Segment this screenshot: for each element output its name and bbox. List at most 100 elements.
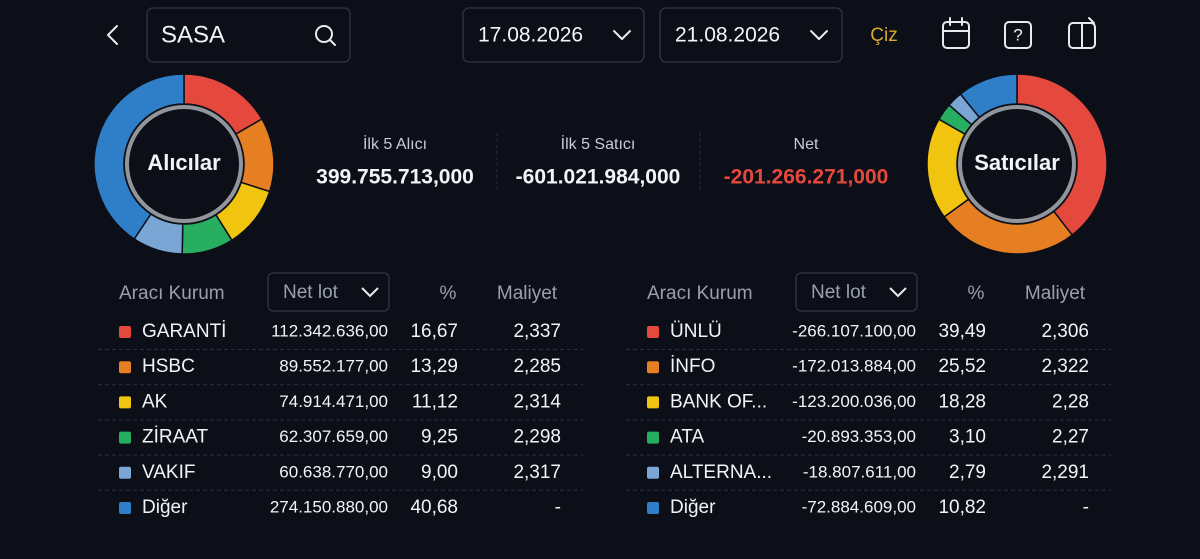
- cost: 2,306: [1041, 321, 1089, 342]
- legend-swatch: [119, 361, 131, 374]
- broker-name: BANK OF...: [670, 391, 767, 412]
- broker-name: ZİRAAT: [142, 427, 209, 448]
- layout-icon[interactable]: [1068, 17, 1096, 49]
- chevron: [889, 287, 907, 298]
- end-date: 21.08.2026: [675, 24, 780, 47]
- broker-name: AK: [142, 391, 168, 412]
- cost: 2,27: [1052, 427, 1089, 448]
- donut-segment: [93, 73, 185, 241]
- donut-segment: [1016, 73, 1108, 237]
- column-header: %: [968, 283, 985, 304]
- column-header: %: [440, 283, 457, 304]
- percent: 3,10: [949, 427, 986, 448]
- cost: 2,28: [1052, 391, 1089, 412]
- draw-button[interactable]: Çiz: [870, 25, 897, 46]
- donut-segment: [959, 73, 1018, 119]
- column-header: Net lot: [283, 282, 339, 303]
- net-lot: 60.638.770,00: [279, 462, 388, 481]
- percent: 18,28: [938, 391, 986, 412]
- column-header: Aracı Kurum: [647, 283, 753, 304]
- search-text: SASA: [161, 21, 225, 48]
- percent: 13,29: [410, 356, 458, 377]
- net-lot: 112.342.636,00: [271, 321, 388, 340]
- start-date: 17.08.2026: [478, 24, 583, 47]
- legend-swatch: [119, 502, 131, 514]
- donut-center: [958, 105, 1076, 223]
- search-icon[interactable]: [315, 25, 336, 46]
- net-lot: -266.107.100,00: [792, 321, 916, 340]
- summary-label: İlk 5 Alıcı: [363, 134, 427, 153]
- percent: 16,67: [410, 321, 458, 342]
- net-lot-dropdown[interactable]: [795, 272, 918, 312]
- net-lot: 274.150.880,00: [270, 497, 388, 516]
- broker-name: VAKIF: [142, 462, 196, 483]
- column-header: Maliyet: [1025, 283, 1086, 304]
- broker-name: Diğer: [670, 497, 716, 518]
- summary-label: İlk 5 Satıcı: [561, 134, 636, 153]
- percent: 10,82: [938, 497, 986, 518]
- column-header: Net lot: [811, 282, 867, 303]
- net-lot: 89.552.177,00: [279, 357, 388, 376]
- help-icon[interactable]: ?: [1004, 21, 1032, 49]
- broker-name: ATA: [670, 427, 704, 448]
- net-lot: -72.884.609,00: [802, 497, 916, 516]
- net-lot: -123.200.036,00: [792, 392, 916, 411]
- cost: 2,285: [513, 356, 561, 377]
- percent: 40,68: [410, 497, 458, 518]
- percent: 39,49: [938, 321, 986, 342]
- chevron: [613, 30, 631, 40]
- percent: 2,79: [949, 462, 986, 483]
- broker-name: HSBC: [142, 356, 195, 377]
- start-date-box[interactable]: [462, 7, 645, 63]
- percent: 9,25: [421, 427, 458, 448]
- net-lot: 62.307.659,00: [279, 427, 388, 446]
- end-date-box[interactable]: [659, 7, 843, 63]
- legend-swatch: [647, 326, 659, 338]
- cost: 2,298: [513, 427, 561, 448]
- donut-center: [125, 105, 243, 223]
- legend-swatch: [647, 396, 659, 409]
- chevron: [361, 287, 379, 298]
- cost: -: [555, 497, 561, 518]
- net-lot-dropdown[interactable]: [267, 272, 390, 312]
- net-lot: 74.914.471,00: [279, 392, 388, 411]
- donut-title: Alıcılar: [147, 150, 221, 175]
- column-header: Aracı Kurum: [119, 283, 225, 304]
- broker-name: Diğer: [142, 497, 188, 518]
- summary-value: -201.266.271,000: [724, 166, 889, 189]
- summary-value: 399.755.713,000: [316, 166, 474, 189]
- net-lot: -172.013.884,00: [792, 357, 916, 376]
- legend-swatch: [647, 466, 659, 479]
- percent: 25,52: [938, 356, 986, 377]
- legend-swatch: [119, 466, 131, 479]
- search-box[interactable]: [146, 7, 351, 63]
- legend-swatch: [119, 326, 131, 338]
- broker-name: ÜNLÜ: [670, 321, 722, 342]
- percent: 11,12: [412, 391, 458, 412]
- summary-value: -601.021.984,000: [516, 166, 681, 189]
- legend-swatch: [647, 502, 659, 514]
- broker-name: İNFO: [670, 356, 715, 377]
- net-lot: -20.893.353,00: [802, 427, 916, 446]
- net-lot: -18.807.611,00: [803, 462, 916, 481]
- broker-name: ALTERNA...: [670, 462, 772, 483]
- column-header: Maliyet: [497, 283, 558, 304]
- calendar-icon[interactable]: [942, 17, 970, 49]
- cost: -: [1083, 497, 1089, 518]
- svg-text:?: ?: [1013, 25, 1022, 44]
- cost: 2,317: [513, 462, 561, 483]
- donut-title: Satıcılar: [974, 150, 1060, 175]
- legend-swatch: [647, 431, 659, 444]
- percent: 9,00: [421, 462, 458, 483]
- legend-swatch: [647, 361, 659, 374]
- legend-swatch: [119, 431, 131, 444]
- cost: 2,322: [1041, 356, 1089, 377]
- back-button[interactable]: [107, 25, 118, 45]
- cost: 2,291: [1041, 462, 1089, 483]
- cost: 2,337: [513, 321, 561, 342]
- cost: 2,314: [513, 391, 561, 412]
- chevron: [810, 30, 828, 40]
- broker-name: GARANTİ: [142, 321, 226, 342]
